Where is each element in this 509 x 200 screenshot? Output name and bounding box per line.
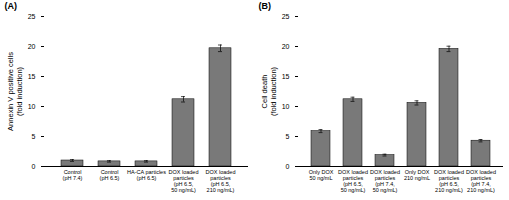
svg-text:HA-CA particles(pH 6.5): HA-CA particles(pH 6.5)	[127, 169, 166, 181]
svg-text:0: 0	[286, 163, 290, 170]
svg-text:DOX loadedparticles(pH 6.5,50: DOX loadedparticles(pH 6.5,50 ng/mL)	[169, 169, 199, 193]
svg-text:DOX loadedparticles(pH 6.5,50: DOX loadedparticles(pH 6.5,50 ng/mL)	[338, 169, 368, 193]
svg-text:Annexin V positive cells(fold: Annexin V positive cells(fold induction)	[6, 52, 24, 131]
svg-text:5: 5	[286, 133, 290, 140]
svg-text:20: 20	[28, 43, 36, 50]
svg-text:DOX loadedparticles(pH 7.4,50: DOX loadedparticles(pH 7.4,50 ng/mL)	[370, 169, 400, 193]
svg-text:15: 15	[28, 73, 36, 80]
svg-text:25: 25	[282, 13, 290, 20]
svg-text:Only DOX210 ng/mL: Only DOX210 ng/mL	[404, 169, 430, 181]
svg-text:DOX loadedparticles(pH 6.5,210: DOX loadedparticles(pH 6.5,210 ng/mL)	[206, 169, 236, 193]
svg-text:15: 15	[282, 73, 290, 80]
svg-text:10: 10	[28, 103, 36, 110]
svg-text:0: 0	[32, 163, 36, 170]
svg-text:Cell death(fold induction): Cell death(fold induction)	[260, 66, 278, 116]
svg-text:10: 10	[282, 103, 290, 110]
svg-text:20: 20	[282, 43, 290, 50]
svg-text:5: 5	[32, 133, 36, 140]
svg-text:(A): (A)	[5, 1, 18, 11]
svg-text:Only DOX50 ng/mL: Only DOX50 ng/mL	[309, 169, 334, 181]
svg-text:Control(pH 7.4): Control(pH 7.4)	[63, 169, 83, 181]
svg-text:Control(pH 6.5): Control(pH 6.5)	[100, 169, 120, 181]
svg-text:DOX loadedparticles(pH 6.5,210: DOX loadedparticles(pH 6.5,210 ng/mL)	[434, 169, 464, 193]
svg-text:(B): (B)	[259, 1, 272, 11]
svg-text:DOX loadedparticles(pH 7.4,210: DOX loadedparticles(pH 7.4,210 ng/mL)	[466, 169, 496, 193]
svg-text:25: 25	[28, 13, 36, 20]
